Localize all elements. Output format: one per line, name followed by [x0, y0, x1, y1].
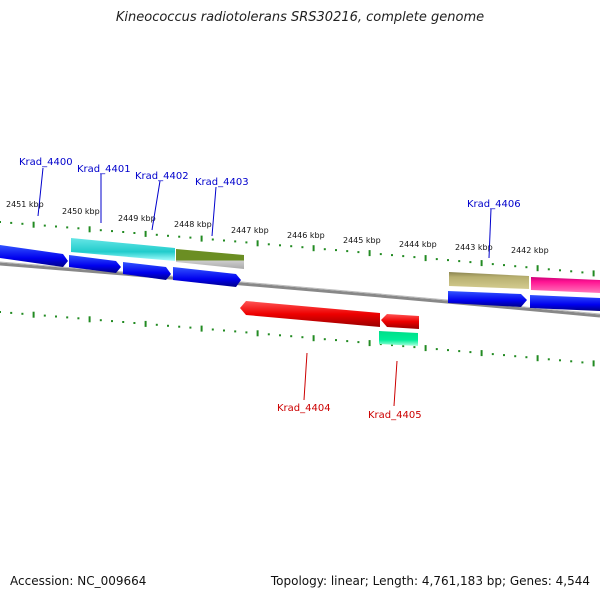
kbp-label: 2444 kbp	[399, 240, 437, 249]
kbp-label: 2451 kbp	[6, 200, 44, 209]
kbp-label: 2448 kbp	[174, 220, 212, 229]
reverse-tick-track	[0, 311, 595, 367]
gene-labels: Krad_4400 Krad_4401 Krad_4402 Krad_4403 …	[19, 157, 521, 421]
gene-arrow[interactable]	[448, 291, 527, 307]
kbp-label: 2446 kbp	[287, 231, 325, 240]
accession-text: Accession: NC_009664	[10, 574, 147, 588]
gene-arrow[interactable]	[173, 267, 241, 287]
gene-label-krad-4406[interactable]: Krad_4406	[467, 199, 521, 210]
gene-arrow[interactable]	[240, 301, 380, 327]
genome-summary-text: Topology: linear; Length: 4,761,183 bp; …	[270, 574, 590, 588]
reverse-strand-genes	[240, 301, 419, 346]
gene-label-krad-4404[interactable]: Krad_4404	[277, 403, 331, 414]
forward-tick-track	[0, 221, 595, 277]
kbp-label: 2445 kbp	[343, 236, 381, 245]
gene-arrow[interactable]	[449, 272, 529, 289]
kbp-label: 2449 kbp	[118, 214, 156, 223]
kbp-label: 2447 kbp	[231, 226, 269, 235]
gene-arrow[interactable]	[176, 249, 244, 269]
gene-arrow[interactable]	[0, 245, 68, 267]
genome-backbone	[0, 262, 600, 318]
gene-label-krad-4402[interactable]: Krad_4402	[135, 171, 189, 182]
forward-strand-genes-lower	[0, 245, 600, 311]
gene-arrow[interactable]	[69, 255, 121, 273]
kbp-label: 2450 kbp	[62, 207, 100, 216]
gene-arrow[interactable]	[531, 277, 600, 293]
gene-arrow[interactable]	[530, 295, 600, 311]
label-leaders	[37, 167, 492, 407]
gene-arrow[interactable]	[381, 314, 419, 329]
kbp-label: 2443 kbp	[455, 243, 493, 252]
gene-arrow[interactable]	[123, 262, 171, 280]
gene-label-krad-4400[interactable]: Krad_4400	[19, 157, 73, 168]
map-title: Kineococcus radiotolerans SRS30216, comp…	[115, 10, 485, 25]
gene-arrow[interactable]	[379, 331, 418, 346]
forward-strand-genes	[71, 238, 600, 293]
kbp-scale: 2451 kbp 2450 kbp 2449 kbp 2448 kbp 2447…	[6, 200, 549, 255]
gene-label-krad-4405[interactable]: Krad_4405	[368, 410, 422, 421]
kbp-label: 2442 kbp	[511, 246, 549, 255]
gene-label-krad-4401[interactable]: Krad_4401	[77, 164, 131, 175]
gene-arrow[interactable]	[71, 238, 175, 261]
gene-label-krad-4403[interactable]: Krad_4403	[195, 177, 249, 188]
